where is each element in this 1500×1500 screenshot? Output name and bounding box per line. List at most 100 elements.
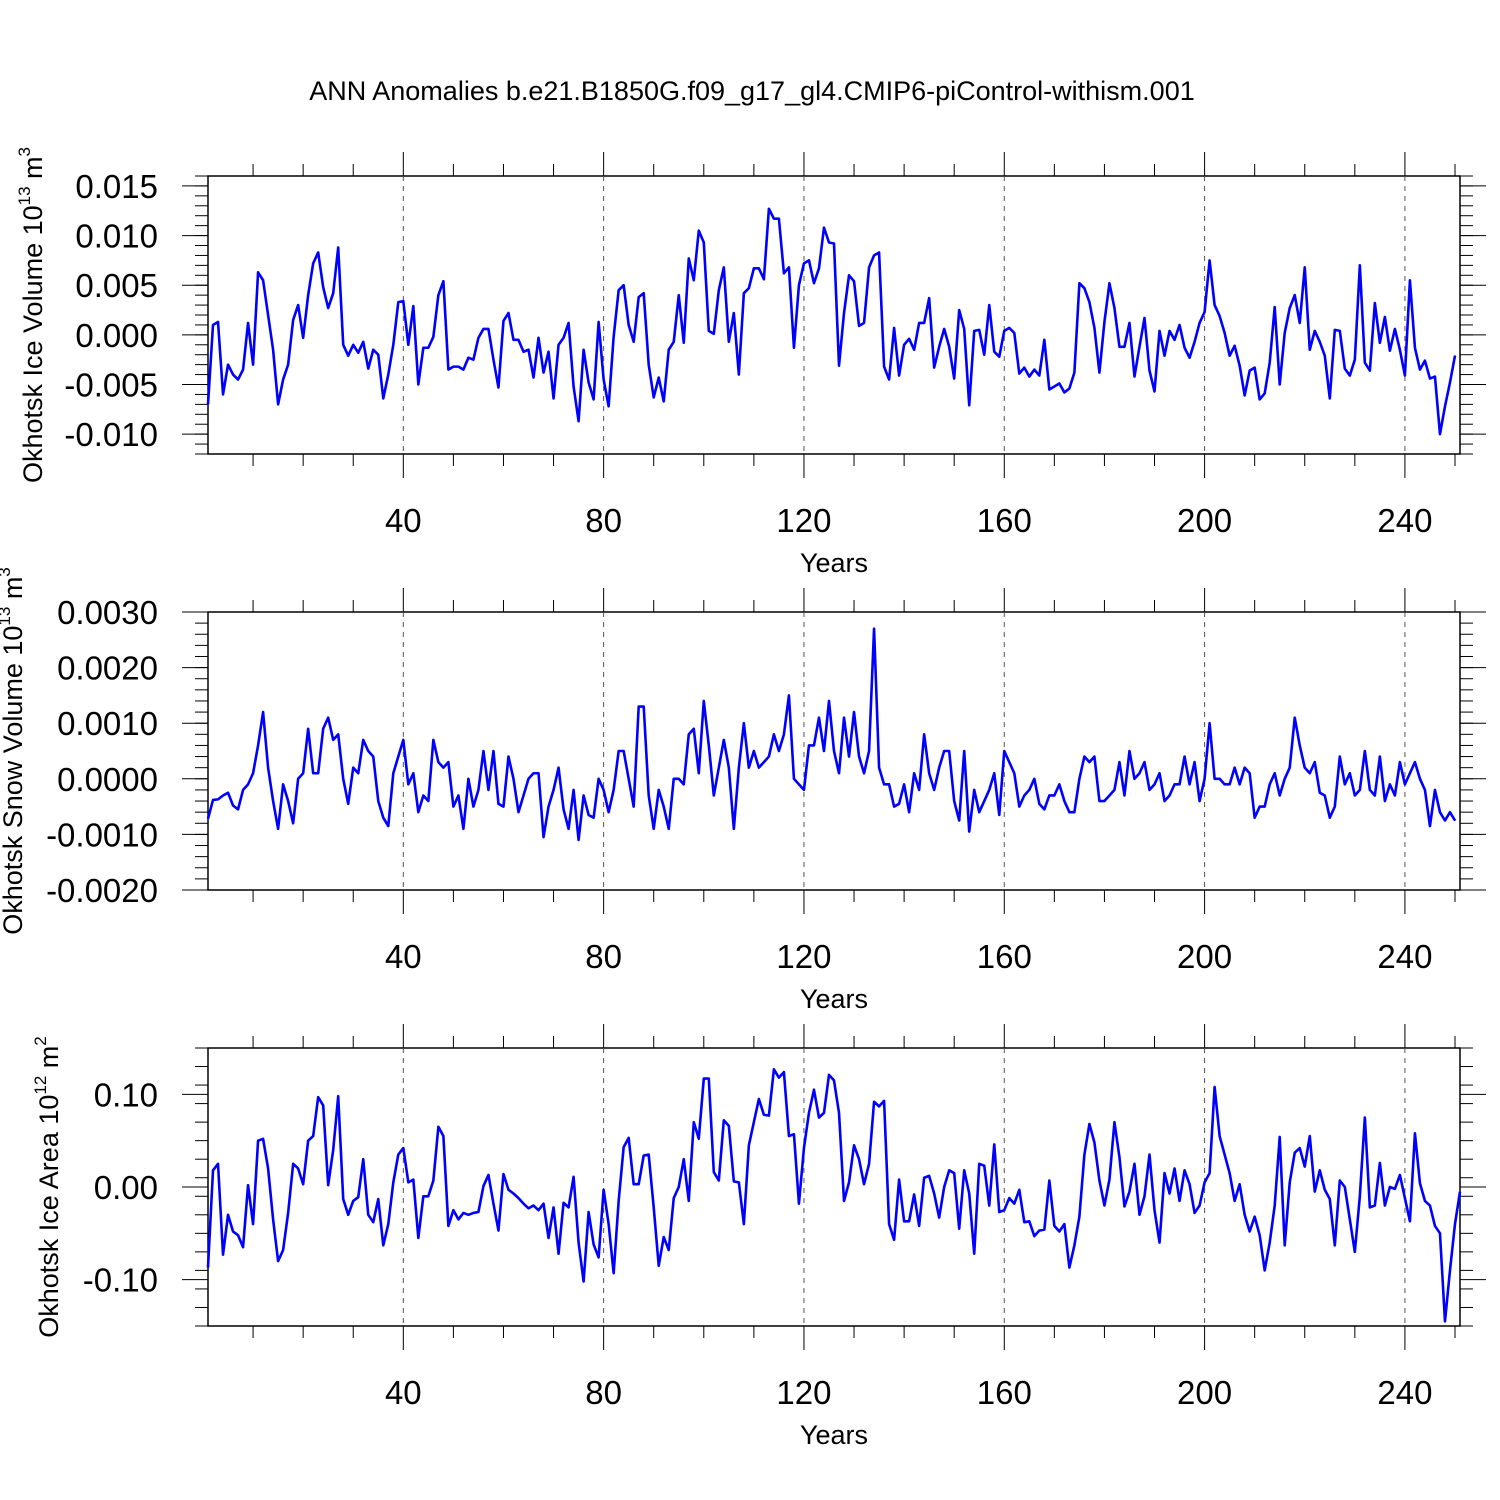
ice-volume-data-point — [1369, 370, 1371, 372]
ice-area-data-point — [1434, 1225, 1436, 1227]
ice-area-data-point — [983, 1165, 985, 1167]
snow-volume-data-point — [1058, 783, 1060, 785]
snow-volume-data-point — [352, 767, 354, 769]
ice-volume-data-point — [668, 349, 670, 351]
ice-area-data-point — [818, 1116, 820, 1119]
snow-volume-data-point — [838, 772, 840, 774]
snow-volume-data-point — [1158, 772, 1161, 774]
ice-volume-data-point — [1424, 360, 1426, 362]
snow-volume-data-point — [1314, 761, 1316, 763]
snow-volume-data-point — [1234, 767, 1236, 769]
snow-volume-data-point — [683, 783, 685, 785]
ice-volume-data-point — [798, 284, 800, 286]
snow-volume-data-point — [818, 717, 820, 719]
ice-area-data-point — [1229, 1172, 1231, 1174]
ice-area-data-point — [1304, 1166, 1306, 1168]
ice-area-ytick-label: 0.00 — [94, 1169, 158, 1206]
ice-volume-data-point — [1168, 330, 1171, 332]
ice-volume-data-point — [943, 328, 945, 330]
snow-volume-data-point — [1028, 789, 1030, 791]
ice-area-data-point — [1078, 1216, 1080, 1218]
ice-volume-data-point — [1234, 345, 1236, 347]
ice-volume-data-point — [783, 272, 785, 274]
ice-area-data-point — [1334, 1244, 1336, 1246]
ice-volume-data-point — [683, 342, 685, 344]
snow-volume-data-point — [1043, 808, 1045, 810]
ice-area-data-point — [272, 1218, 274, 1221]
ice-volume-data-point — [773, 218, 775, 220]
snow-volume-data-point — [1359, 789, 1361, 791]
snow-volume-data-point — [357, 772, 359, 774]
snow-volume-data-point — [1219, 778, 1221, 780]
ice-area-data-point — [362, 1158, 364, 1160]
ice-area-data-point — [1193, 1212, 1196, 1214]
ice-area-data-point — [277, 1260, 279, 1262]
ice-volume-data-point — [678, 294, 680, 296]
ice-area-data-point — [933, 1192, 935, 1195]
ice-area-data-point — [267, 1167, 269, 1170]
snow-volume-data-point — [793, 778, 795, 780]
ice-area-data-point — [462, 1212, 465, 1214]
snow-volume-data-point — [763, 761, 765, 763]
snow-volume-data-point — [1073, 811, 1075, 813]
snow-volume-data-point — [918, 789, 920, 791]
ice-area-data-point — [953, 1172, 955, 1174]
ice-area-data-point — [1043, 1229, 1045, 1231]
ice-volume-data-point — [1429, 377, 1431, 380]
ice-area-data-point — [507, 1189, 510, 1191]
snow-volume-data-point — [422, 794, 424, 797]
ice-area-data-point — [1279, 1136, 1281, 1138]
ice-area-data-point — [963, 1169, 965, 1171]
ice-volume-data-point — [1053, 385, 1055, 388]
ice-volume-data-point — [1454, 355, 1456, 357]
snow-volume-data-point — [452, 806, 454, 808]
snow-volume-data-point — [858, 755, 860, 758]
snow-volume-data-point — [658, 789, 660, 791]
ice-volume-data-point — [1063, 391, 1065, 394]
ice-volume-data-point — [247, 322, 249, 324]
snow-volume-data-point — [753, 750, 755, 752]
ice-area-data-point — [497, 1229, 500, 1232]
ice-area-data-point — [1173, 1167, 1176, 1170]
ice-area-data-point — [773, 1068, 775, 1070]
ice-area-data-point — [908, 1220, 910, 1222]
ice-volume-data-point — [1018, 372, 1020, 375]
ice-area-data-point — [843, 1200, 845, 1202]
ice-volume-data-point — [377, 354, 379, 356]
ice-volume-data-point — [1414, 347, 1416, 349]
snow-volume-data-point — [863, 772, 865, 774]
ice-area-data-point — [823, 1112, 825, 1114]
ice-area-xtick-label: 160 — [977, 1374, 1032, 1411]
ice-volume-data-point — [212, 324, 214, 326]
ice-volume-data-point — [1254, 367, 1256, 369]
snow-volume-data-point — [938, 767, 940, 769]
snow-volume-data-point — [1118, 761, 1121, 763]
ice-volume-data-point — [347, 355, 349, 357]
ice-volume-data-point — [1128, 322, 1131, 324]
ice-area-data-point — [1239, 1183, 1241, 1185]
ice-area-data-point — [487, 1174, 490, 1176]
snow-volume-data-point — [1299, 744, 1301, 747]
snow-volume-data-point — [613, 789, 615, 791]
ice-volume-data-point — [718, 289, 720, 291]
snow-volume-data-point — [1198, 800, 1201, 802]
snow-volume-data-point — [788, 694, 790, 697]
snow-volume-data-point — [1148, 789, 1151, 791]
ice-area-data-point — [648, 1153, 650, 1156]
ice-volume-data-point — [1444, 405, 1446, 407]
snow-volume-data-point — [913, 772, 915, 774]
ice-volume-data-point — [317, 251, 319, 254]
snow-volume-data-point — [623, 750, 625, 752]
ice-volume-data-point — [1304, 266, 1306, 268]
snow-volume-data-point — [482, 750, 485, 752]
ice-area-data-point — [1409, 1220, 1411, 1222]
snow-volume-data-point — [512, 778, 515, 780]
snow-volume-data-point — [502, 806, 505, 808]
ice-area-data-point — [297, 1167, 299, 1170]
snow-volume-data-point — [1269, 783, 1271, 785]
snow-volume-data-point — [367, 750, 369, 752]
ice-volume-data-point — [843, 312, 845, 314]
ice-volume-data-point — [753, 267, 755, 269]
snow-volume-data-point — [583, 794, 585, 797]
ice-volume-data-point — [1264, 392, 1266, 395]
